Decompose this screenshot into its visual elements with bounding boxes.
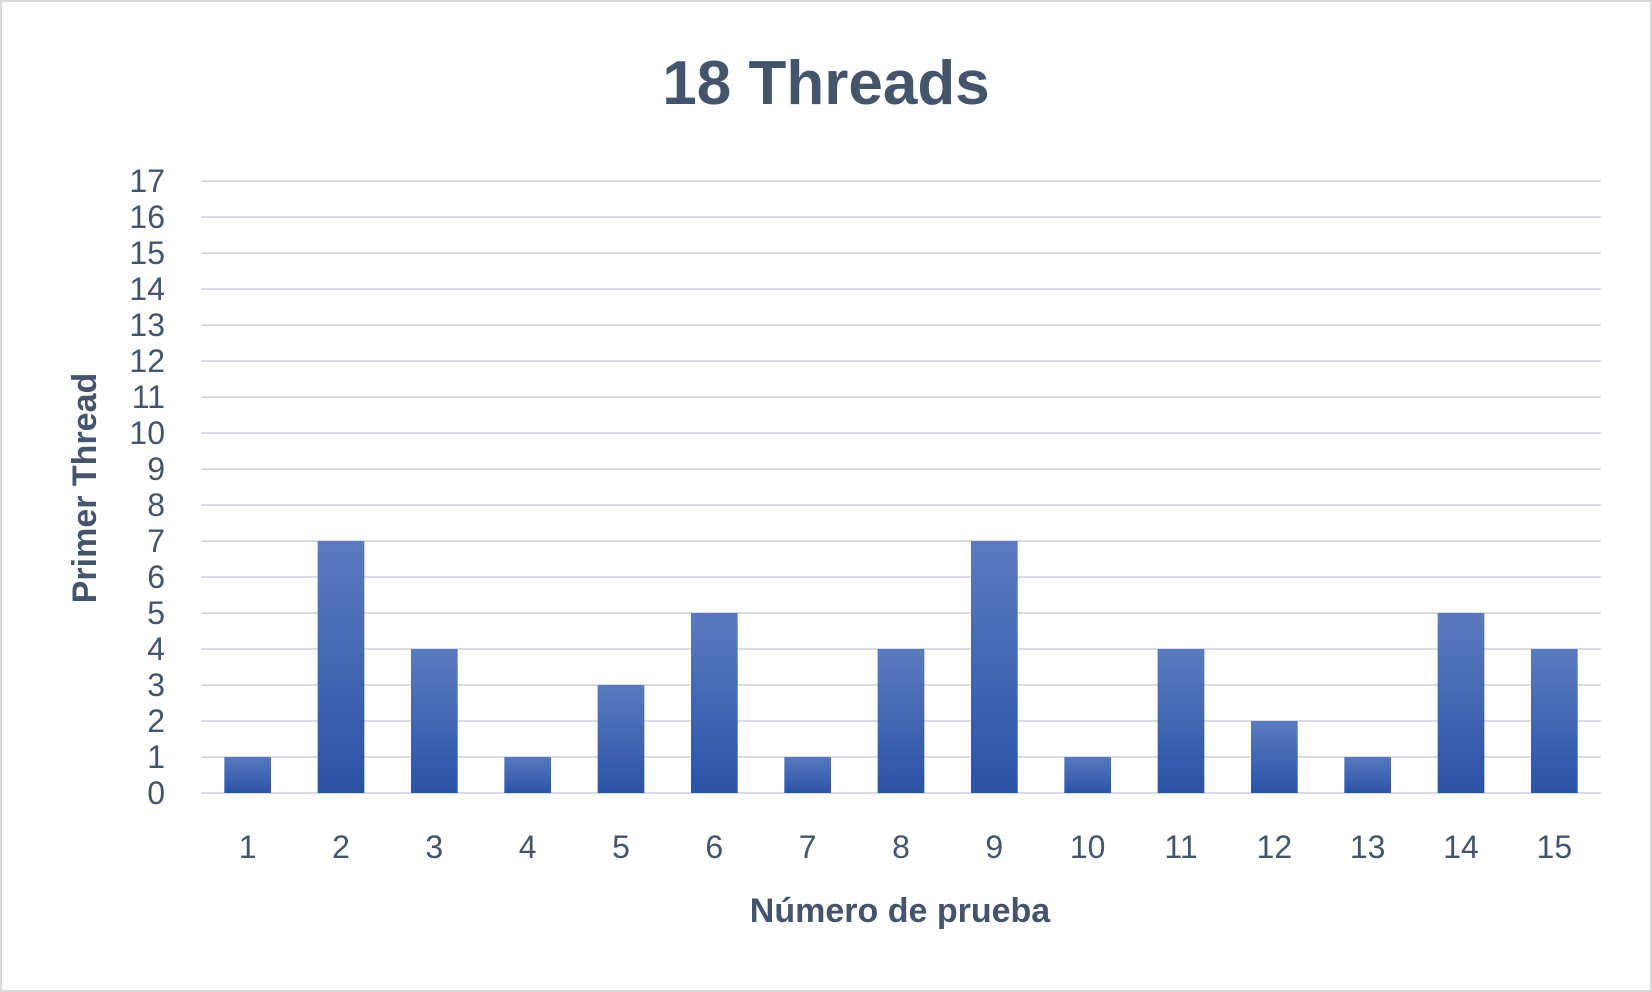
x-tick-label: 9: [985, 829, 1003, 865]
x-tick-label: 14: [1443, 829, 1479, 865]
chart-title: 18 Threads: [662, 49, 989, 118]
bar-8: [877, 649, 925, 793]
x-tick-label: 10: [1070, 829, 1106, 865]
bar-10: [1064, 757, 1111, 793]
y-tick-label: 13: [129, 307, 165, 343]
x-tick-label: 3: [425, 829, 443, 865]
bar-6: [691, 613, 738, 793]
y-tick-label: 9: [147, 451, 165, 487]
x-tick-label: 11: [1164, 829, 1197, 865]
y-tick-label: 8: [147, 487, 165, 523]
y-tick-label: 5: [147, 595, 165, 631]
y-tick-label: 3: [147, 667, 165, 703]
y-tick-label: 11: [132, 379, 165, 415]
bars: [224, 541, 1578, 793]
y-tick-label: 15: [129, 235, 165, 271]
x-axis-ticks: 1 2 3 4 5 6 7 8 9 10 11 12 13 14 15: [239, 829, 1572, 865]
bar-4: [504, 757, 551, 793]
bar-14: [1437, 613, 1485, 793]
bar-1: [224, 757, 271, 793]
bar-3: [411, 649, 458, 793]
x-tick-label: 13: [1350, 829, 1386, 865]
y-tick-label: 1: [147, 739, 165, 775]
x-axis-title: Número de prueba: [750, 892, 1051, 930]
x-tick-label: 12: [1257, 829, 1293, 865]
y-tick-label: 7: [147, 523, 165, 559]
y-tick-label: 17: [129, 163, 165, 199]
y-tick-label: 10: [129, 415, 165, 451]
x-tick-label: 5: [612, 829, 630, 865]
y-tick-label: 2: [147, 703, 165, 739]
y-tick-label: 16: [129, 199, 165, 235]
y-tick-label: 6: [147, 559, 165, 595]
y-axis-title: Primer Thread: [66, 373, 104, 604]
bar-15: [1531, 649, 1578, 793]
x-tick-label: 6: [705, 829, 723, 865]
y-tick-label: 0: [147, 775, 165, 811]
x-tick-label: 8: [892, 829, 910, 865]
bar-2: [317, 541, 365, 793]
y-tick-label: 12: [129, 343, 165, 379]
x-tick-label: 2: [332, 829, 350, 865]
bar-13: [1344, 757, 1391, 793]
x-tick-label: 1: [239, 829, 257, 865]
y-tick-label: 4: [147, 631, 165, 667]
bar-7: [784, 757, 831, 793]
bar-5: [597, 685, 645, 793]
bar-9: [971, 541, 1018, 793]
bar-11: [1157, 649, 1205, 793]
x-tick-label: 7: [799, 829, 817, 865]
bar-12: [1251, 721, 1298, 793]
x-tick-label: 4: [519, 829, 537, 865]
x-tick-label: 15: [1537, 829, 1573, 865]
y-tick-label: 14: [129, 271, 165, 307]
